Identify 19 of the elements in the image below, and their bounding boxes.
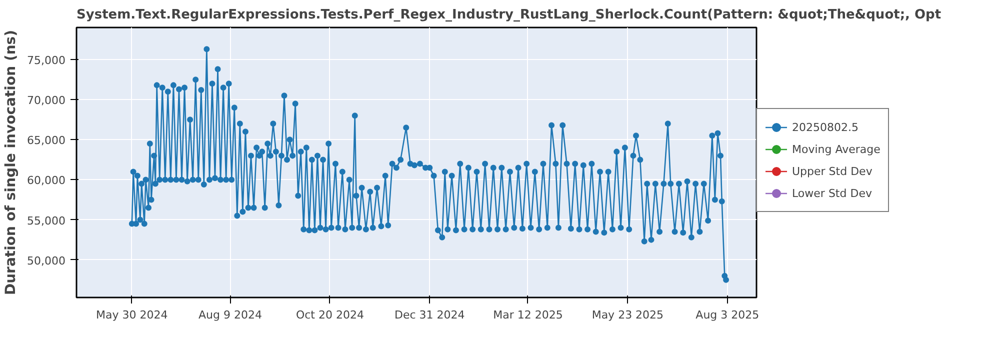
x-tick-label: Aug 3 2025 <box>696 308 760 322</box>
legend-label: Lower Std Dev <box>792 186 872 200</box>
legend-label: Upper Std Dev <box>792 164 872 178</box>
x-tick-label: May 23 2025 <box>592 308 664 322</box>
x-tick-label: Dec 31 2024 <box>394 308 465 322</box>
chart-title: System.Text.RegularExpressions.Tests.Perf_Regex_Industry_RustLang_Sherlock.Count(Pattern: &quot;The&quot;, Opt <box>76 8 942 22</box>
y-tick-label: 55,000 <box>27 214 66 228</box>
y-axis-title: Duration of single invocation (ns) <box>3 30 20 296</box>
legend-label: Moving Average <box>792 142 880 156</box>
legend-label: 20250802.5 <box>792 120 858 134</box>
x-tick-label: Mar 12 2025 <box>493 308 563 322</box>
x-tick-label: May 30 2024 <box>96 308 168 322</box>
x-tick-label: Oct 20 2024 <box>296 308 364 322</box>
y-tick-label: 65,000 <box>27 134 66 148</box>
y-tick-label: 60,000 <box>27 174 66 188</box>
y-tick-label: 70,000 <box>27 94 66 108</box>
x-tick-label: Aug 9 2024 <box>198 308 262 322</box>
y-tick-label: 75,000 <box>27 54 66 68</box>
y-tick-label: 50,000 <box>27 254 66 268</box>
